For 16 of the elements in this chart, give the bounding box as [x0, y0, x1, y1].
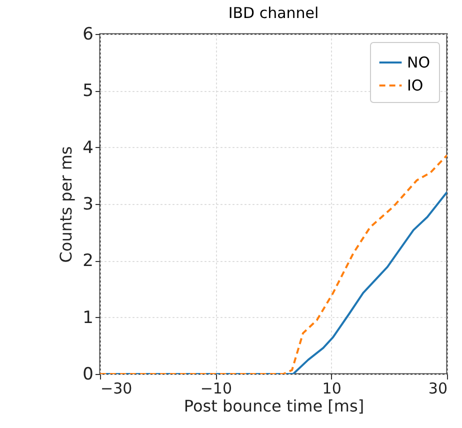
y-tick-label: 5: [82, 81, 94, 102]
y-tick-label: 1: [82, 308, 94, 328]
x-tick-label: 10: [322, 380, 342, 398]
y-tick-label: 3: [82, 194, 94, 214]
legend-label: IO: [407, 76, 424, 94]
x-axis-title: Post bounce time [ms]: [184, 396, 364, 416]
x-tick-label: −10: [200, 380, 232, 398]
y-tick-label: 0: [82, 364, 94, 384]
chart-title: IBD channel: [228, 4, 319, 22]
y-tick-label: 4: [82, 138, 94, 158]
x-tick-label: 30: [428, 380, 448, 398]
y-axis-title: Counts per ms: [56, 146, 76, 263]
y-tick-label: 2: [82, 251, 94, 272]
legend-label: NO: [407, 54, 430, 72]
x-tick-label: −30: [100, 380, 132, 398]
y-tick-label: 6: [82, 24, 94, 44]
